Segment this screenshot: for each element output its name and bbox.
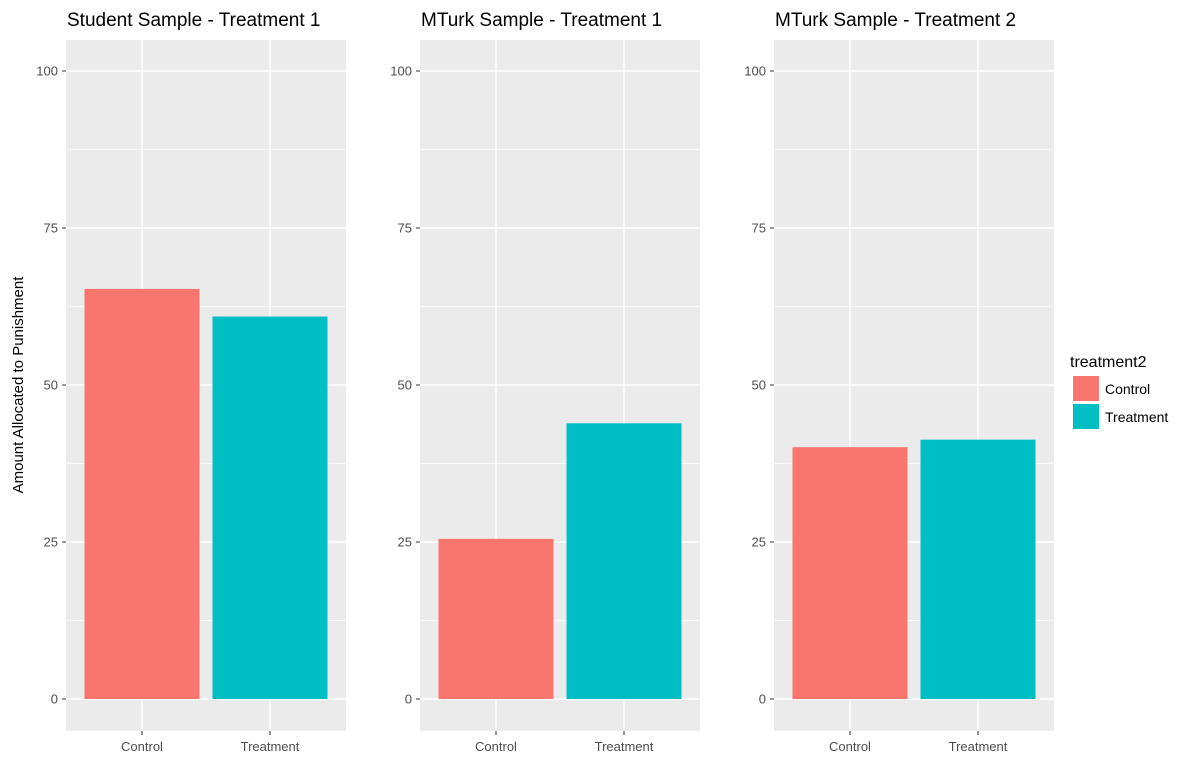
- x-tick-label: Treatment: [949, 739, 1008, 754]
- legend-label-control: Control: [1105, 381, 1150, 397]
- chart-title: MTurk Sample - Treatment 2: [775, 10, 1016, 31]
- y-tick-label: 0: [405, 692, 412, 707]
- x-tick-label: Control: [475, 739, 517, 754]
- y-tick-label: 50: [398, 378, 412, 393]
- bar-control: [792, 447, 908, 699]
- y-tick-label: 50: [44, 378, 58, 393]
- y-tick-label: 100: [36, 64, 58, 79]
- x-tick-label: Control: [829, 739, 871, 754]
- y-tick-label: 25: [44, 535, 58, 550]
- chart-title: Student Sample - Treatment 1: [67, 10, 320, 31]
- y-tick-label: 75: [44, 221, 58, 236]
- bar-control: [84, 288, 200, 699]
- x-tick-label: Treatment: [595, 739, 654, 754]
- y-tick-label: 100: [744, 64, 766, 79]
- bar-treatment: [566, 423, 682, 699]
- legend: treatment2 Control Treatment: [1070, 354, 1168, 429]
- x-tick-label: Control: [121, 739, 163, 754]
- bar-treatment: [920, 439, 1036, 699]
- y-tick-label: 0: [759, 692, 766, 707]
- chart-panel-1: 0 25 50 75 100 Control Treatment Student Sample…: [10, 10, 346, 754]
- y-tick-label: 75: [398, 221, 412, 236]
- y-tick-label: 75: [752, 221, 766, 236]
- chart-panel-2: 0 25 50 75 100 Control Treatment MTurk Sample -…: [390, 10, 700, 754]
- legend-label-treatment: Treatment: [1105, 409, 1168, 425]
- bar-control: [438, 538, 554, 699]
- legend-key-control: [1073, 376, 1099, 401]
- legend-title: treatment2: [1070, 354, 1147, 371]
- bar-treatment: [212, 316, 328, 699]
- y-tick-label: 50: [752, 378, 766, 393]
- y-tick-label: 25: [398, 535, 412, 550]
- x-tick-label: Treatment: [241, 739, 300, 754]
- y-tick-label: 0: [51, 692, 58, 707]
- legend-key-treatment: [1073, 404, 1099, 429]
- y-axis-label: Amount Allocated to Punishment: [10, 276, 27, 494]
- y-tick-label: 25: [752, 535, 766, 550]
- y-tick-label: 100: [390, 64, 412, 79]
- chart-title: MTurk Sample - Treatment 1: [421, 10, 662, 31]
- chart-panel-3: 0 25 50 75 100 Control Treatment MTurk Sample -…: [744, 10, 1054, 754]
